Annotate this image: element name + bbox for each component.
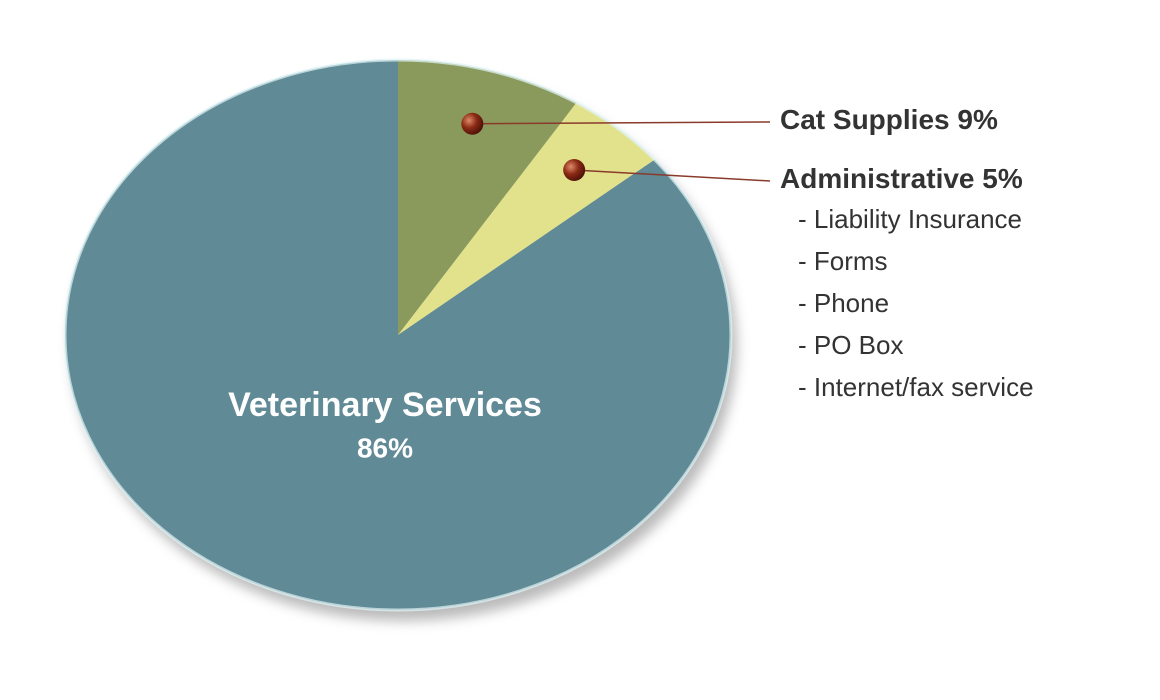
slice-label: Cat Supplies 9% [780,104,998,135]
pie-rim [63,58,733,612]
slice-value: 9% [957,104,998,135]
slice-value: 5% [982,163,1023,194]
pie-slice [65,60,731,611]
detail-item: - Phone [798,288,889,318]
pie [65,60,731,611]
slice-name: Cat Supplies [780,104,950,135]
detail-item: - Internet/fax service [798,372,1034,402]
labels: Cat Supplies 9% Administrative 5% Veterina… [228,104,1033,463]
slice-name: Administrative [780,163,975,194]
detail-item: - Liability Insurance [798,204,1022,234]
leader-line [574,169,771,182]
slice-value: 86% [357,432,413,463]
pie-slice [398,102,655,336]
leader-line [472,121,771,125]
marker-bead [563,158,586,181]
slice-label: Administrative 5% [780,163,1023,194]
slice-name: Veterinary Services [228,386,542,424]
marker-bead [461,112,484,135]
pie-slice [398,60,577,335]
detail-item: - PO Box [798,330,903,360]
detail-item: - Forms [798,246,888,276]
